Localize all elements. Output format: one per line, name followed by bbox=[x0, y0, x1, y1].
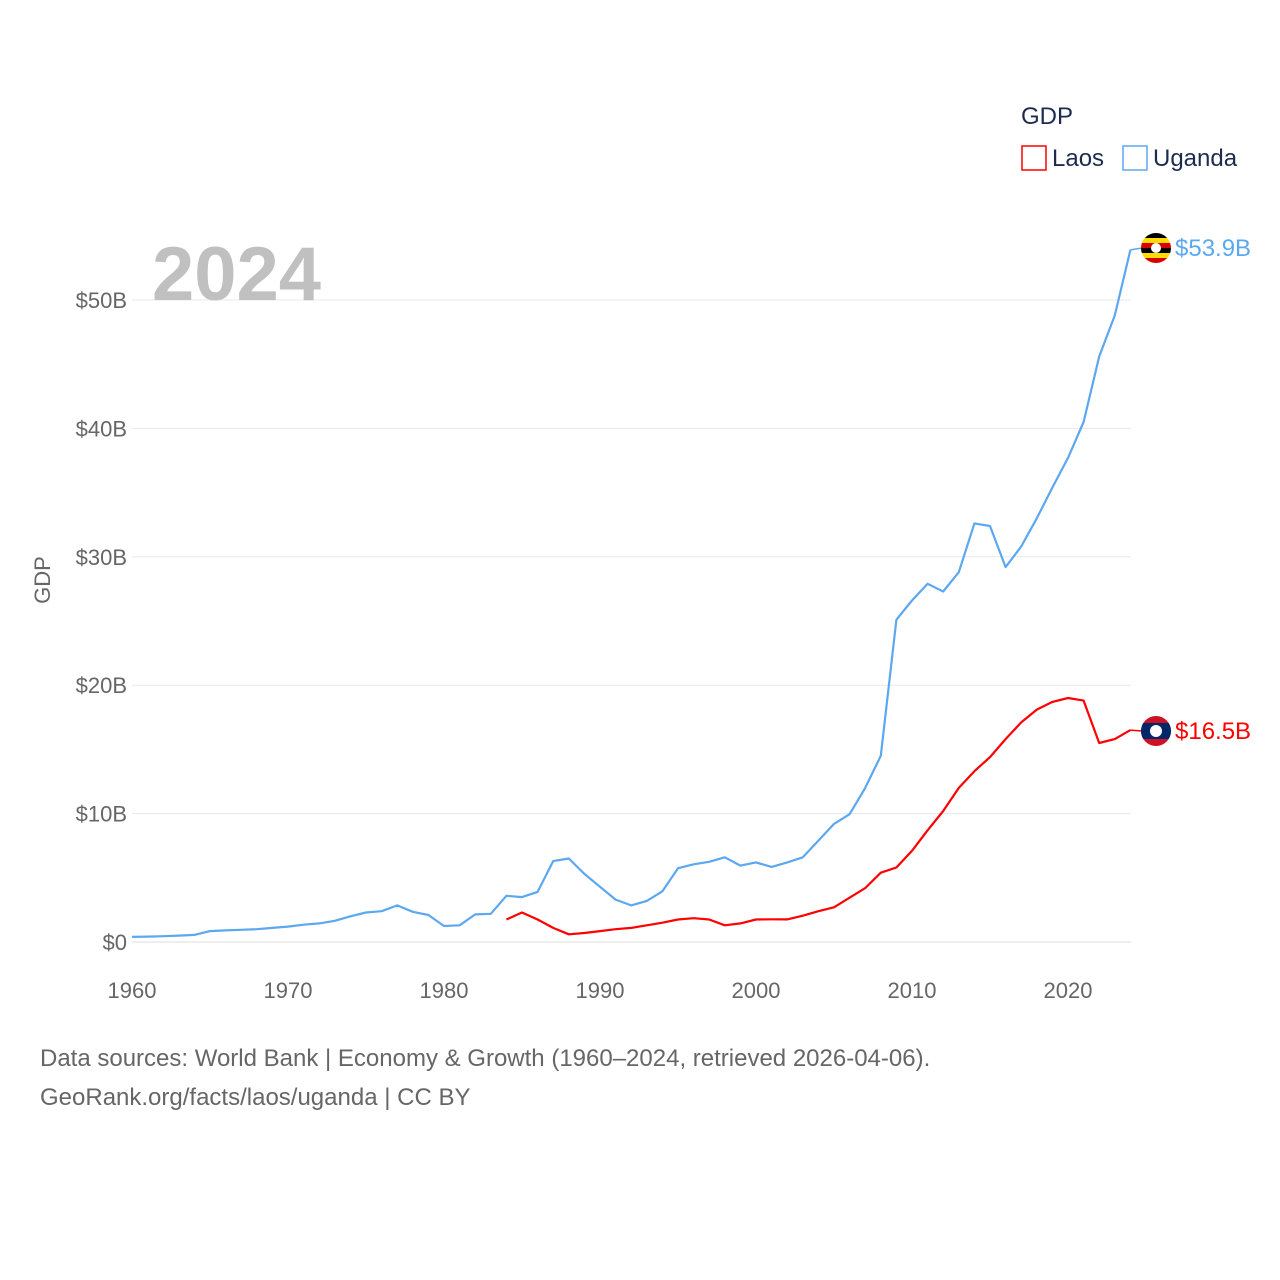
year-watermark: 2024 bbox=[152, 232, 321, 317]
y-axis-label: GDP bbox=[30, 556, 55, 604]
end-value-label-uganda: $53.9B bbox=[1175, 235, 1251, 262]
legend-swatch-uganda[interactable] bbox=[1122, 145, 1148, 171]
end-connector bbox=[1130, 729, 1143, 732]
x-tick-label: 1970 bbox=[264, 978, 313, 1003]
footer-sources: Data sources: World Bank | Economy & Gro… bbox=[40, 1045, 931, 1072]
y-tick-label: $10B bbox=[76, 802, 127, 827]
x-tick-label: 1980 bbox=[420, 978, 469, 1003]
legend-label-laos[interactable]: Laos bbox=[1052, 145, 1104, 172]
series-line-laos[interactable] bbox=[505, 696, 1131, 936]
y-tick-label: $20B bbox=[76, 673, 127, 698]
footer-link[interactable]: GeoRank.org/facts/laos/uganda | CC BY bbox=[40, 1084, 471, 1111]
y-tick-label: $50B bbox=[76, 288, 127, 313]
legend-title: GDP bbox=[1021, 103, 1073, 130]
laos-flag-icon bbox=[1141, 716, 1171, 746]
x-tick-label: 1990 bbox=[576, 978, 625, 1003]
end-value-label-laos: $16.5B bbox=[1175, 718, 1251, 745]
end-connector bbox=[1130, 247, 1143, 251]
x-tick-label: 2000 bbox=[732, 978, 781, 1003]
legend-label-uganda[interactable]: Uganda bbox=[1153, 145, 1238, 172]
x-tick-label: 2010 bbox=[888, 978, 937, 1003]
y-tick-label: $40B bbox=[76, 416, 127, 441]
legend: GDP Laos Uganda bbox=[1021, 103, 1238, 172]
x-tick-label: 2020 bbox=[1044, 978, 1093, 1003]
y-tick-label: $0 bbox=[103, 930, 127, 955]
uganda-flag-icon bbox=[1141, 233, 1171, 263]
legend-swatch-laos[interactable] bbox=[1021, 145, 1047, 171]
series-line-uganda[interactable] bbox=[131, 249, 1132, 938]
x-tick-label: 1960 bbox=[108, 978, 157, 1003]
y-tick-label: $30B bbox=[76, 545, 127, 570]
